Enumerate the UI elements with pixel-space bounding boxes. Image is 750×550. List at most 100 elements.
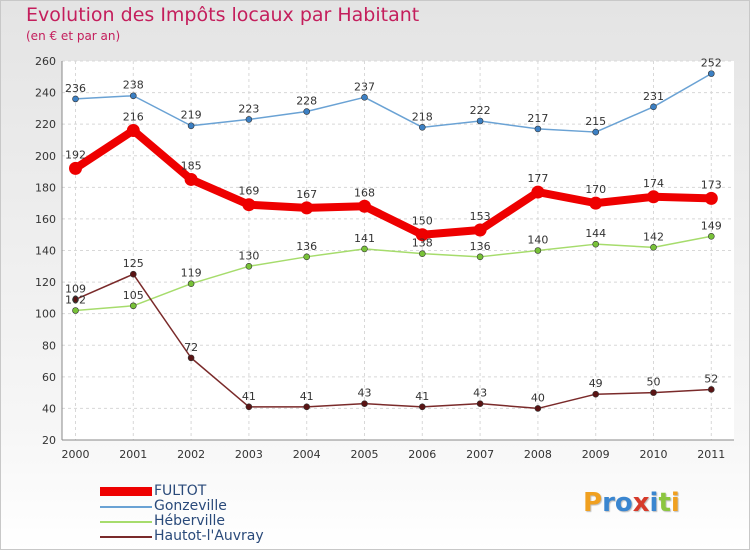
data-point — [534, 125, 542, 133]
proxiti-logo: Proxiti — [583, 488, 680, 518]
data-point — [650, 244, 657, 251]
x-tick-label: 2003 — [235, 448, 263, 461]
data-label: 168 — [354, 186, 375, 199]
data-label: 130 — [238, 249, 259, 262]
x-tick-label: 2000 — [62, 448, 90, 461]
logo-letter: o — [614, 488, 633, 518]
data-label: 52 — [704, 372, 718, 385]
data-label: 217 — [527, 112, 548, 125]
data-label: 41 — [242, 390, 256, 403]
data-point — [126, 123, 140, 137]
legend-swatch — [100, 536, 152, 538]
data-point — [589, 196, 603, 210]
x-tick-label: 2002 — [177, 448, 205, 461]
data-label: 141 — [354, 232, 375, 245]
data-point — [361, 94, 368, 101]
legend-item: Héberville — [100, 513, 320, 530]
data-point — [303, 253, 311, 261]
y-tick-label: 160 — [35, 213, 56, 226]
data-label: 144 — [585, 227, 606, 240]
data-label: 216 — [123, 110, 144, 123]
data-label: 223 — [238, 102, 259, 115]
data-label: 136 — [470, 240, 491, 253]
data-point — [704, 191, 718, 205]
data-label: 49 — [589, 377, 603, 390]
y-tick-label: 220 — [35, 118, 56, 131]
data-label: 102 — [65, 294, 86, 307]
y-tick-label: 120 — [35, 276, 56, 289]
y-tick-label: 140 — [35, 245, 56, 258]
data-label: 142 — [643, 230, 664, 243]
y-tick-label: 60 — [42, 371, 56, 384]
y-tick-label: 40 — [42, 402, 56, 415]
y-tick-label: 80 — [42, 339, 56, 352]
data-point — [592, 390, 600, 398]
data-label: 138 — [412, 237, 433, 250]
data-point — [130, 270, 137, 278]
data-point — [534, 247, 542, 254]
data-label: 185 — [181, 159, 202, 172]
logo-letter: x — [632, 488, 650, 518]
data-point — [184, 172, 198, 186]
data-label: 173 — [701, 178, 722, 191]
data-label: 236 — [65, 82, 86, 95]
y-tick-label: 260 — [35, 55, 56, 68]
data-point — [592, 128, 600, 136]
series-line — [74, 273, 713, 410]
logo-letter: t — [658, 488, 671, 518]
data-point — [647, 190, 660, 204]
legend-swatch — [100, 506, 152, 508]
data-label: 215 — [585, 115, 606, 128]
data-point — [130, 92, 137, 100]
data-label: 140 — [527, 234, 548, 247]
data-point — [415, 228, 429, 242]
data-label: 231 — [643, 90, 664, 103]
data-point — [534, 405, 542, 412]
data-label: 43 — [473, 387, 487, 400]
legend-label: FULTOT — [154, 483, 207, 499]
y-tick-label: 240 — [35, 87, 56, 100]
data-point — [303, 108, 311, 115]
data-point — [69, 161, 82, 175]
y-tick-label: 180 — [35, 181, 56, 194]
series-line — [74, 235, 713, 312]
data-point — [187, 122, 195, 130]
data-point — [361, 400, 368, 407]
data-label: 192 — [65, 148, 86, 161]
data-label: 109 — [65, 282, 86, 295]
data-point — [707, 70, 715, 77]
data-label: 40 — [531, 391, 545, 404]
data-point — [245, 403, 253, 411]
data-label: 228 — [296, 95, 317, 108]
data-label: 219 — [181, 109, 202, 122]
data-label: 237 — [354, 80, 375, 93]
logo-letter: i — [670, 488, 680, 518]
chart-subtitle: (en € et par an) — [26, 29, 121, 43]
x-tick-label: 2011 — [697, 448, 725, 461]
data-point — [418, 403, 426, 411]
series-line — [71, 126, 716, 239]
data-point — [418, 250, 426, 257]
legend-swatch — [100, 521, 152, 523]
x-tick-label: 2004 — [293, 448, 321, 461]
data-point — [650, 389, 657, 396]
data-point — [531, 185, 545, 199]
data-point — [245, 116, 253, 123]
data-label: 136 — [296, 240, 317, 253]
x-tick-label: 2008 — [524, 448, 552, 461]
legend-item: Gonzeville — [100, 498, 320, 515]
x-tick-label: 2010 — [640, 448, 668, 461]
data-point — [476, 117, 484, 125]
data-label: 150 — [412, 215, 433, 228]
data-point — [473, 223, 487, 237]
logo-letter: P — [583, 488, 603, 518]
data-label: 119 — [181, 267, 202, 280]
data-point — [187, 280, 195, 287]
data-point — [187, 354, 195, 362]
data-point — [650, 103, 657, 111]
data-point — [303, 403, 311, 411]
data-point — [361, 245, 368, 253]
data-label: 41 — [415, 390, 429, 403]
data-label: 167 — [296, 188, 317, 201]
data-label: 177 — [527, 172, 548, 185]
